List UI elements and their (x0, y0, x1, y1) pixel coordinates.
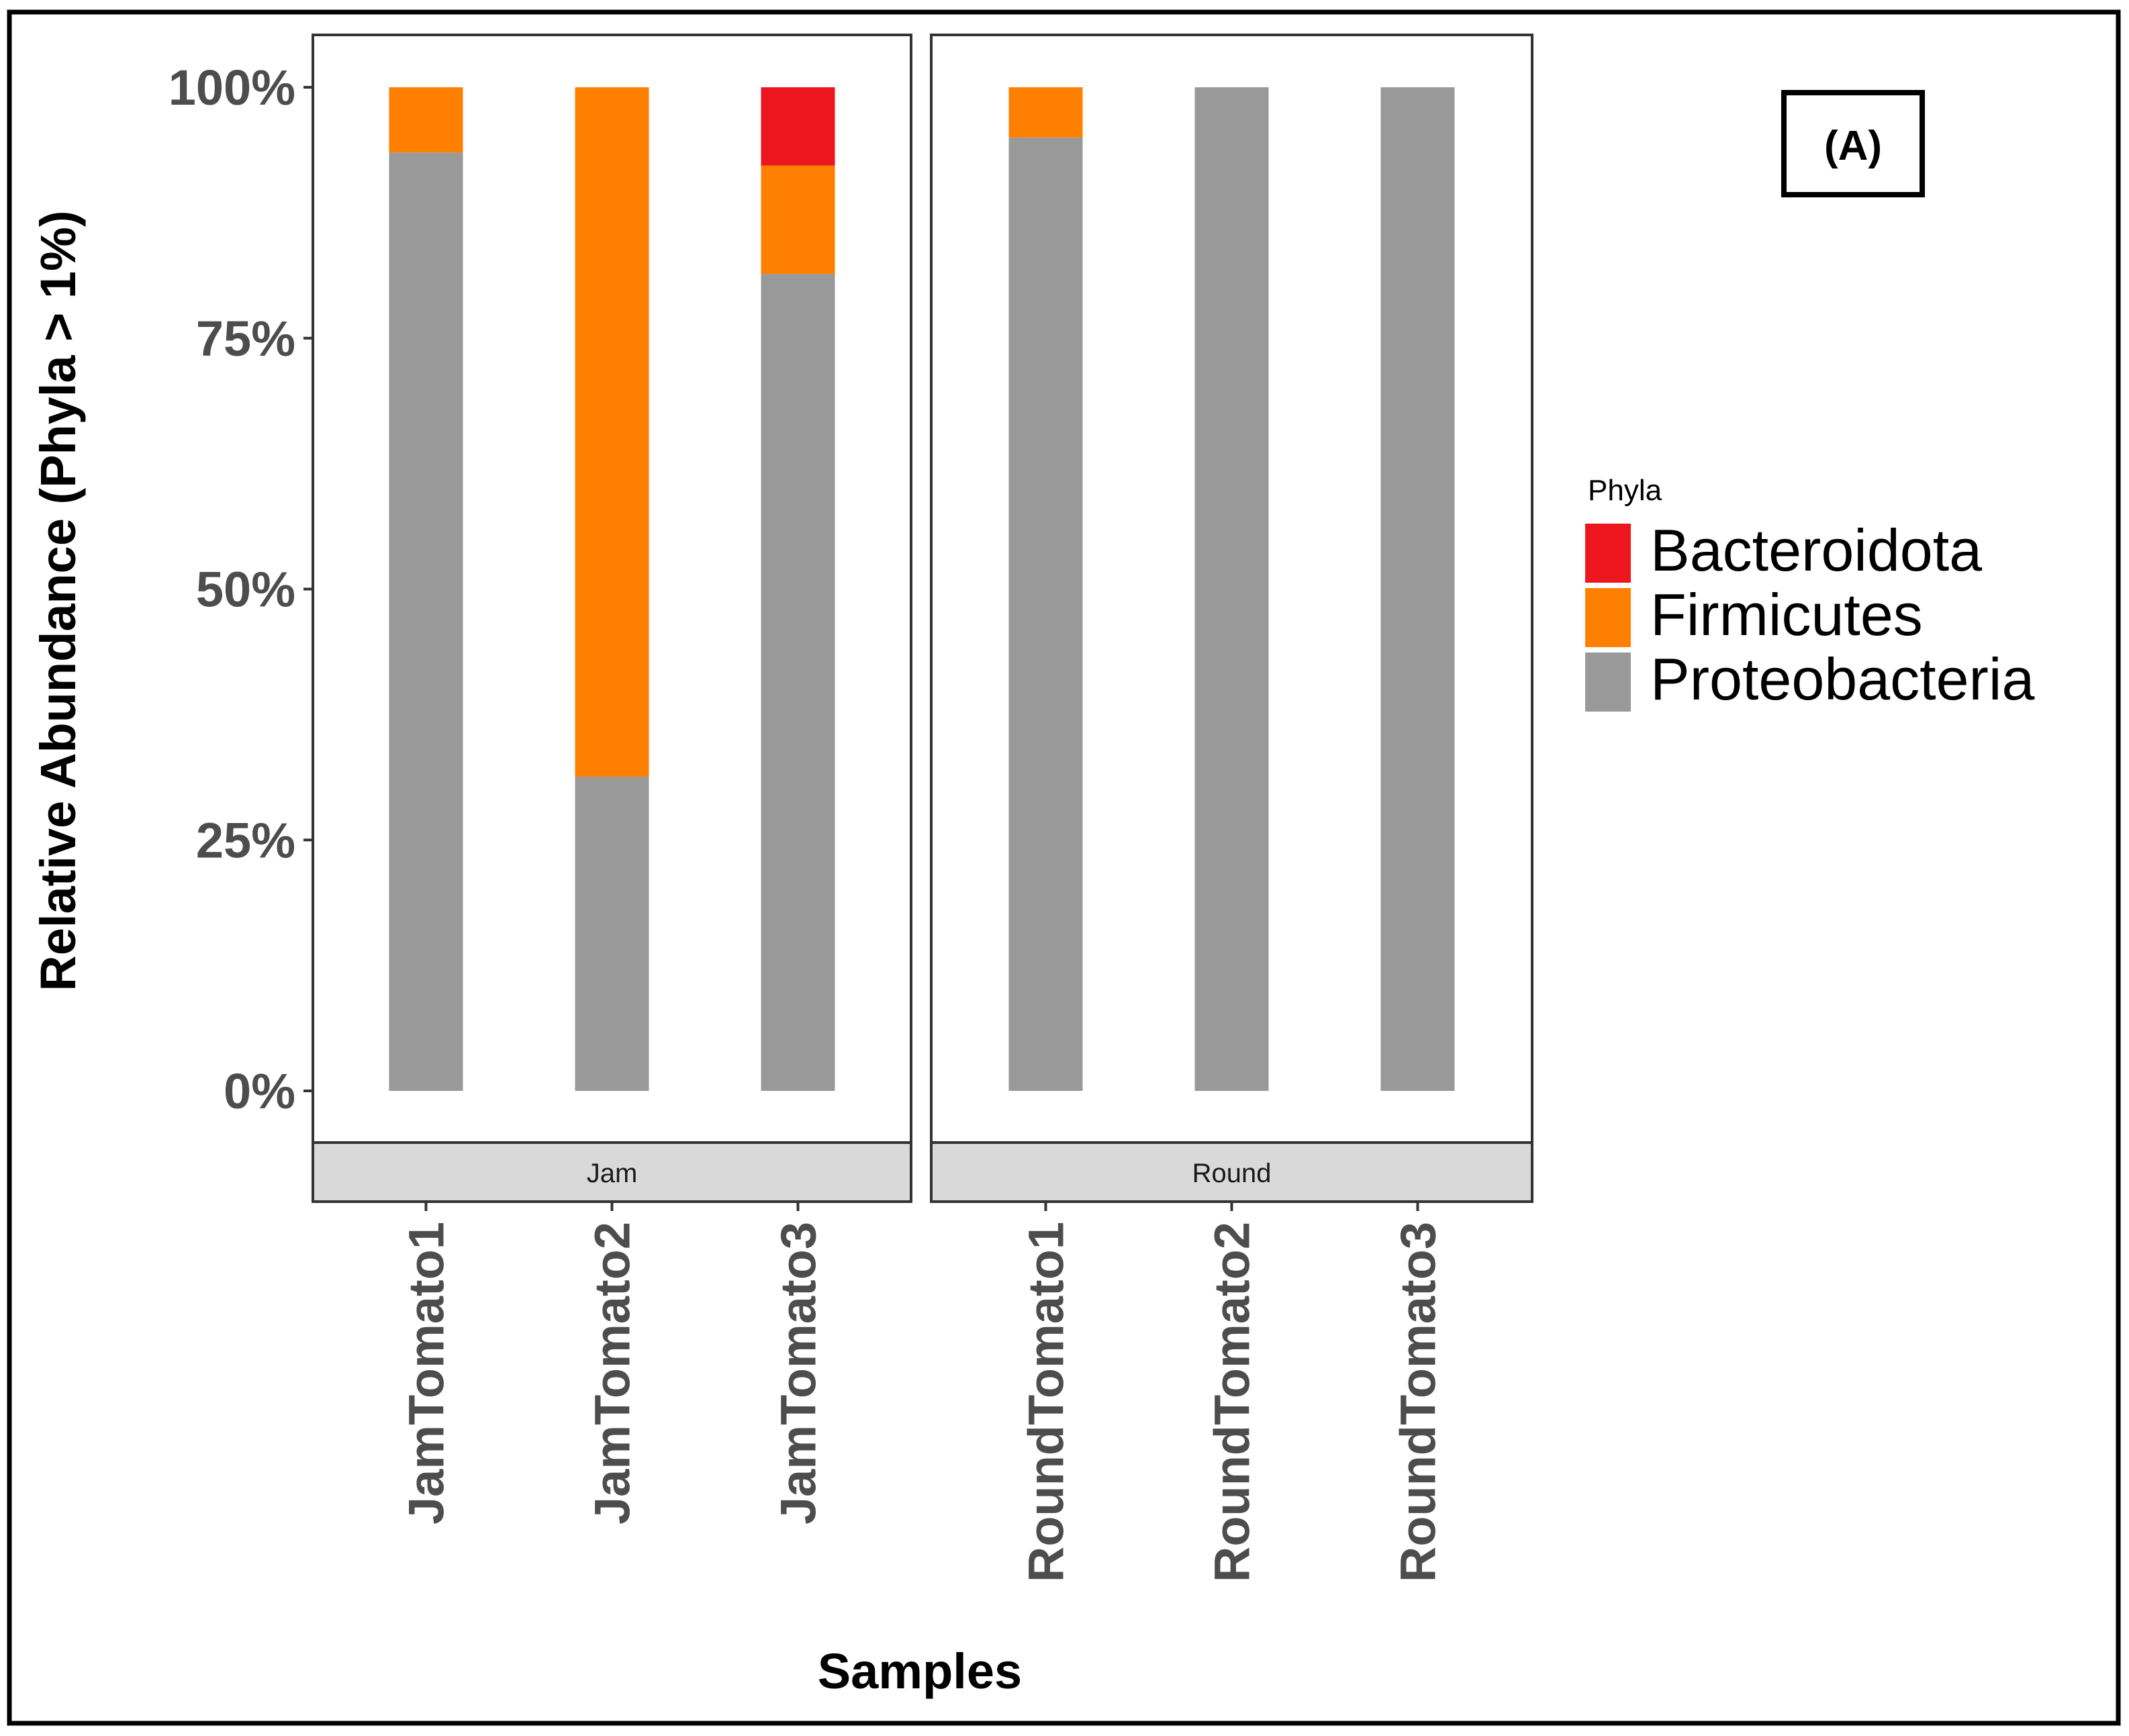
panel-tag: (A) (1781, 90, 1925, 197)
y-axis-title: Relative Abundance (Phyla > 1%) (30, 210, 86, 991)
legend-label-firmicutes: Firmicutes (1650, 581, 1923, 648)
bar-segment-jamtomato3-firmicutes (761, 165, 835, 275)
bar-segment-roundtomato1-proteobacteria (1008, 137, 1083, 1091)
legend-swatch-firmicutes (1585, 588, 1631, 647)
facet-strip-label: Jam (587, 1159, 638, 1188)
bar-segment-roundtomato3-proteobacteria (1380, 87, 1455, 1091)
bar-segment-jamtomato1-firmicutes (389, 87, 463, 153)
y-tick-label: 0% (224, 1063, 295, 1119)
legend-swatch-proteobacteria (1585, 653, 1631, 712)
panel-tag-box (1781, 90, 1925, 197)
bar-segment-jamtomato1-proteobacteria (389, 152, 463, 1091)
x-tick-label-jamtomato2: JamTomato2 (585, 1222, 641, 1525)
facet-strip-label: Round (1192, 1159, 1272, 1188)
panel-tag-label: (A) (1824, 123, 1882, 169)
facet-panel-jam: JamTomato1 JamTomato2 JamTomato3 Jam (312, 34, 912, 1525)
y-tick-label: 75% (196, 311, 295, 367)
legend-title: Phyla (1588, 474, 1662, 507)
facet-strip (930, 1141, 1533, 1203)
bar-segment-roundtomato1-firmicutes (1008, 87, 1083, 138)
y-tick-label: 25% (196, 812, 295, 868)
x-tick-label-roundtomato1: RoundTomato1 (1019, 1222, 1074, 1582)
legend: Phyla BacteroidotaFirmicutesProteobacter… (1585, 474, 2034, 712)
y-tick-label: 100% (169, 60, 295, 115)
bar-segment-jamtomato2-proteobacteria (575, 777, 649, 1091)
x-tick-label-roundtomato3: RoundTomato3 (1390, 1222, 1446, 1582)
x-tick-label-roundtomato2: RoundTomato2 (1204, 1222, 1260, 1582)
bar-segment-jamtomato3-proteobacteria (761, 274, 835, 1091)
x-tick-label-jamtomato3: JamTomato3 (771, 1222, 826, 1525)
x-tick-label-jamtomato1: JamTomato1 (399, 1222, 455, 1525)
figure-border (7, 9, 2121, 1726)
facet-panel-round: RoundTomato1 RoundTomato2 RoundTomato3 Roun… (930, 34, 1533, 1582)
x-axis-title: Samples (818, 1643, 1022, 1699)
y-tick-label: 50% (196, 562, 295, 618)
bar-segment-jamtomato3-bacteroidota (761, 87, 835, 166)
bar-segment-jamtomato2-firmicutes (575, 87, 649, 777)
bar-segment-roundtomato2-proteobacteria (1194, 87, 1269, 1091)
facet-strip (312, 1141, 912, 1203)
legend-swatch-bacteroidota (1585, 524, 1631, 583)
legend-label-proteobacteria: Proteobacteria (1650, 646, 2034, 712)
legend-label-bacteroidota: Bacteroidota (1650, 517, 1982, 583)
